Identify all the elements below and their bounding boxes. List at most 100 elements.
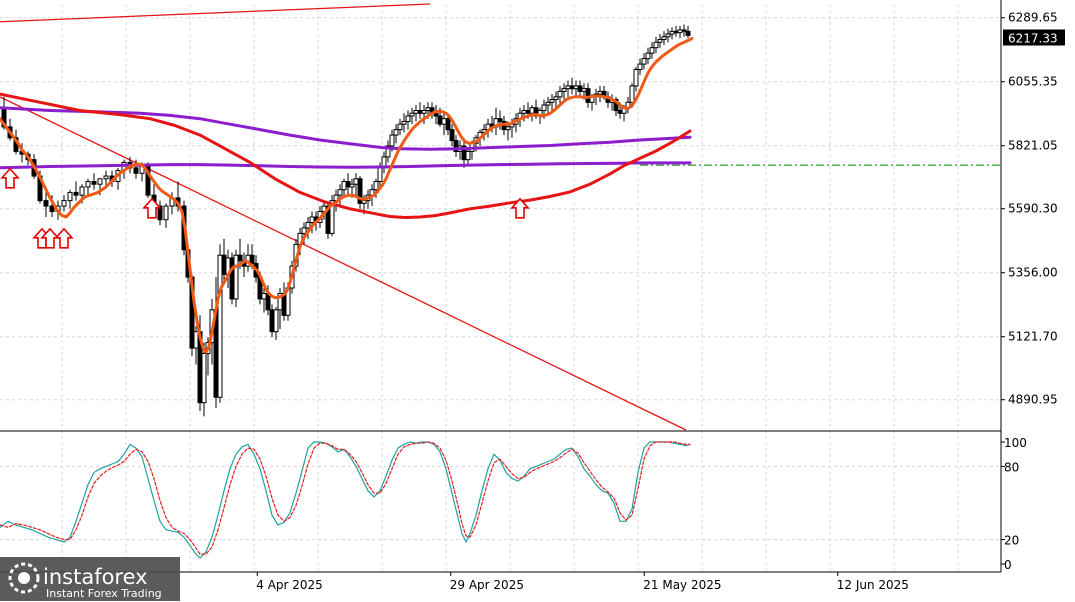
moving-average-orange [0,36,694,354]
candle-body [685,30,691,36]
candle-body [581,88,587,92]
candle-body [79,186,85,196]
candle [553,91,559,108]
candle-body [409,112,415,117]
candle-body [417,110,423,114]
candle-body [233,254,239,300]
candle-body [91,181,97,185]
candle-body [345,181,351,188]
candle [357,176,363,209]
candle-body [273,309,279,333]
candle-body [629,85,635,103]
candle-body [521,110,527,114]
date-axis-label: 4 Apr 2025 [256,578,323,592]
candle [73,181,79,201]
candle [449,124,455,146]
candle [157,200,163,226]
candle-body [661,36,667,40]
candle-body [73,191,79,196]
candle-body [529,107,535,114]
price-axis-label: 6055.35 [1008,75,1058,89]
buy-arrow-icon [510,197,530,219]
candle [85,178,91,196]
candle [103,170,109,187]
candle [641,53,647,70]
candle [401,113,407,133]
candle-body [373,181,379,191]
candle-body [61,200,67,207]
price-axis-label: 5590.30 [1008,202,1058,216]
candle-body [413,110,419,114]
candle-body [681,29,687,32]
candle [43,189,49,217]
candle-body [49,205,55,213]
candle-body [617,110,623,114]
candle-body [221,254,227,275]
candle [233,249,239,308]
candle-body [449,129,455,142]
candle-body [305,221,311,229]
chart-grid [0,4,1000,572]
candle-body [237,254,243,262]
candle-body [361,200,367,204]
price-panel[interactable] [0,3,1000,431]
stochastic-signal-line [0,441,691,555]
candle [385,140,391,163]
candle-body [269,309,275,333]
candle-body [229,257,235,300]
candle-body [573,85,579,90]
candle-body [557,90,563,98]
candle [421,105,427,125]
current-price-box [1003,29,1065,46]
candle-body [669,30,675,35]
candle-body [649,47,655,54]
candle [217,244,223,403]
candle [305,217,311,239]
candle-body [329,200,335,234]
candle [557,85,563,106]
instaforex-logo-icon [8,562,40,594]
candle [163,203,169,228]
candle-body [565,85,571,90]
candle [545,96,551,114]
candle [649,42,655,59]
price-axis-label: 5821.05 [1008,139,1058,153]
candle-body [401,120,407,125]
candle [61,195,67,212]
candle-body [377,167,383,183]
stochastic-axis-label: 100 [1004,436,1027,450]
candle [67,189,73,209]
candle-body [637,63,643,71]
date-axis-label: 21 May 2025 [643,578,721,592]
candle-body [67,191,73,202]
candle-body [337,189,343,196]
candle-body [265,292,271,311]
candle-body [653,41,659,49]
candle [685,25,691,39]
buy-arrow-icon [54,227,74,249]
candle-body [525,110,531,114]
candle-body [549,99,555,103]
candle-body [249,254,255,264]
candle [681,24,687,37]
candle-body [85,181,91,188]
candle-body [437,115,443,125]
watermark-title: instaforex [43,565,148,589]
candle-body [163,205,169,221]
candle [91,173,97,190]
stochastic-main-line [0,441,691,559]
candle [645,47,651,65]
trendline [0,3,431,23]
candle-body [497,118,503,122]
candle [329,195,335,237]
candle [661,31,667,45]
candle-body [421,110,427,114]
candle-body [201,353,207,404]
candle [633,66,639,92]
candle-body [553,96,559,101]
stochastic-panel[interactable] [0,441,691,559]
watermark-subtitle: Instant Forex Trading [46,587,162,600]
stochastic-axis-label: 0 [1004,558,1012,572]
candle-body [445,118,451,131]
candle-body [397,123,403,131]
